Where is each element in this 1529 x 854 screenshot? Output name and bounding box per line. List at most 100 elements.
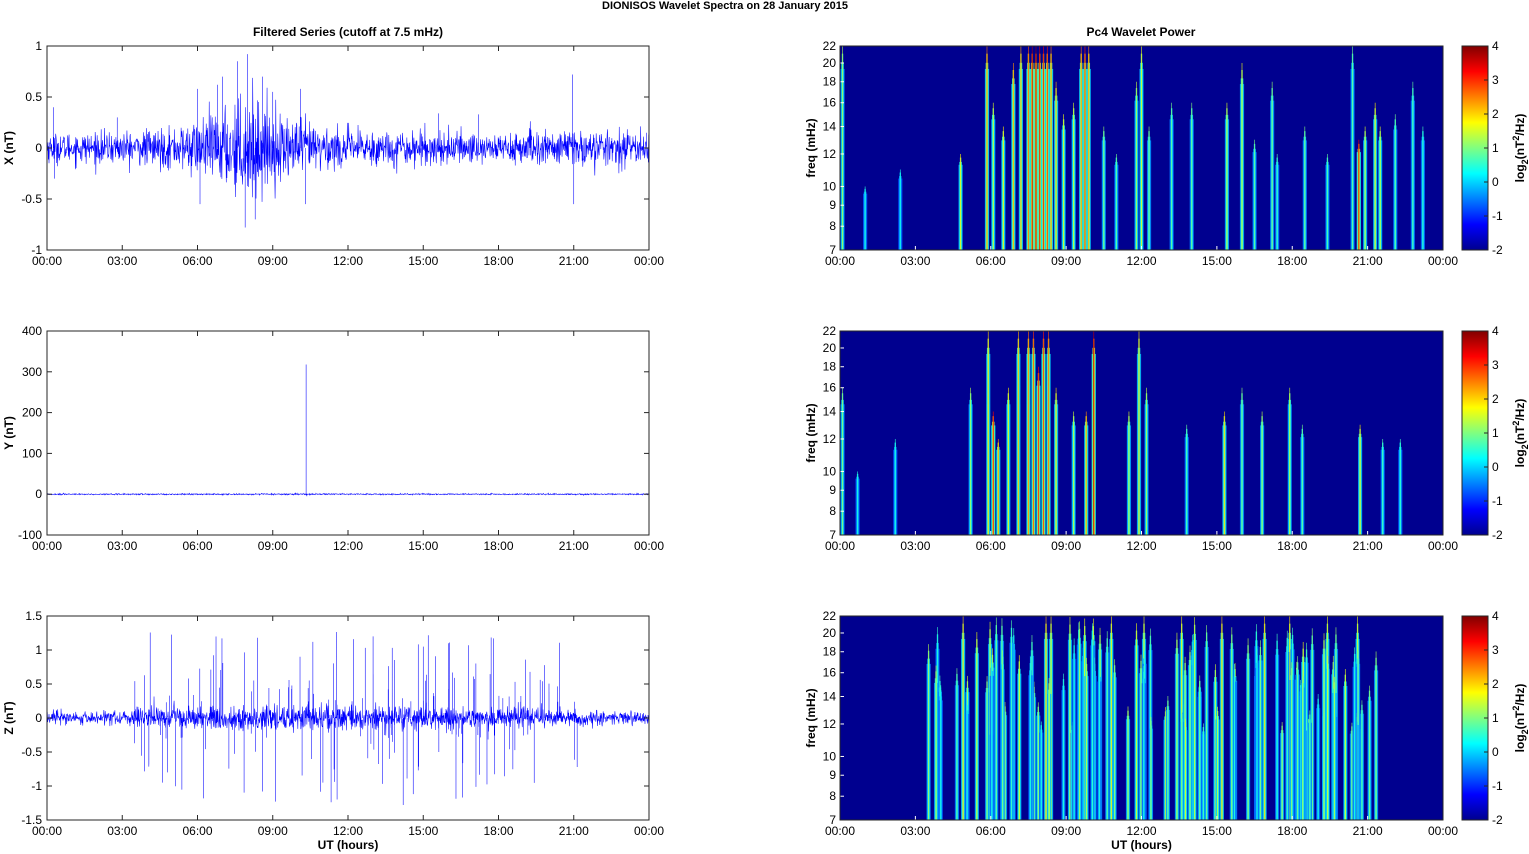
power-burst bbox=[1352, 46, 1353, 250]
power-burst bbox=[1004, 701, 1006, 820]
y-tick-label: 0 bbox=[35, 711, 42, 725]
power-burst bbox=[1148, 126, 1150, 250]
x-tick-label: 15:00 bbox=[1202, 539, 1232, 553]
power-burst bbox=[1167, 695, 1169, 820]
colorbar-label: log2(nT2/Hz) bbox=[1511, 684, 1529, 753]
y-tick-label: 400 bbox=[22, 324, 42, 338]
power-burst bbox=[1191, 102, 1193, 251]
x-tick-label: 12:00 bbox=[333, 539, 363, 553]
power-burst bbox=[1114, 659, 1115, 820]
power-burst bbox=[966, 700, 968, 820]
colorbar-tick-label: 2 bbox=[1492, 677, 1499, 691]
y-tick-label: 8 bbox=[829, 219, 836, 233]
series-line bbox=[46, 364, 650, 497]
power-burst bbox=[1254, 139, 1255, 250]
colorbar-tick-label: 0 bbox=[1492, 745, 1499, 759]
power-burst bbox=[1035, 46, 1037, 250]
power-burst bbox=[1046, 46, 1048, 250]
x-tick-label: 09:00 bbox=[258, 824, 288, 838]
x-tick-label: 09:00 bbox=[1051, 539, 1081, 553]
power-burst bbox=[992, 411, 994, 535]
x-tick-label: 09:00 bbox=[258, 254, 288, 268]
power-burst bbox=[987, 331, 989, 535]
power-burst bbox=[1221, 616, 1223, 820]
power-burst bbox=[1354, 647, 1355, 820]
y-tick-label: -1 bbox=[31, 243, 42, 257]
y-tick-label: 20 bbox=[823, 626, 837, 640]
power-burst bbox=[986, 676, 988, 820]
power-burst bbox=[1043, 46, 1044, 250]
power-burst bbox=[1127, 706, 1129, 820]
x-tick-label: 06:00 bbox=[976, 824, 1006, 838]
y-tick-label: 16 bbox=[823, 96, 837, 110]
power-burst bbox=[1260, 640, 1261, 820]
power-burst bbox=[1165, 707, 1166, 820]
power-burst bbox=[1099, 663, 1100, 820]
power-burst bbox=[1327, 153, 1328, 250]
power-burst bbox=[1382, 438, 1384, 535]
power-burst bbox=[1103, 126, 1105, 250]
y-tick-label: 100 bbox=[22, 446, 42, 460]
power-burst bbox=[1048, 677, 1050, 820]
power-burst bbox=[1055, 81, 1057, 250]
colorbar-label-part: /Hz) bbox=[1513, 114, 1527, 136]
x-tick-label: 18:00 bbox=[483, 539, 513, 553]
power-burst bbox=[1181, 709, 1183, 820]
colorbar-label-part: log bbox=[1513, 449, 1527, 467]
colorbar-label-part: /Hz) bbox=[1513, 399, 1527, 421]
colorbar-label-part: 2 bbox=[1511, 136, 1521, 141]
y-tick-label: 18 bbox=[823, 645, 837, 659]
power-burst bbox=[1028, 331, 1029, 535]
colorbar-label-part: log bbox=[1513, 734, 1527, 752]
power-burst bbox=[1013, 62, 1014, 250]
x-tick-label: 00:00 bbox=[634, 824, 664, 838]
y-tick-label: 9 bbox=[829, 483, 836, 497]
colorbar-gradient bbox=[1462, 616, 1488, 820]
power-burst bbox=[1379, 126, 1381, 250]
y-tick-label: -1.5 bbox=[21, 813, 42, 827]
y-tick-label: 22 bbox=[823, 324, 837, 338]
power-burst bbox=[1264, 616, 1265, 820]
power-burst bbox=[1038, 366, 1039, 535]
colorbar-label-part: 2 bbox=[1511, 706, 1521, 711]
power-burst bbox=[1185, 718, 1186, 820]
colorbar-label: log2(nT2/Hz) bbox=[1511, 114, 1529, 183]
x-tick-label: 15:00 bbox=[408, 824, 438, 838]
x-tick-label: 12:00 bbox=[1126, 824, 1156, 838]
colorbar-label-part: log bbox=[1513, 164, 1527, 182]
colorbar-tick-label: -2 bbox=[1492, 243, 1503, 257]
x-tick-label: 03:00 bbox=[107, 539, 137, 553]
x-tick-label: 00:00 bbox=[1428, 254, 1458, 268]
power-burst bbox=[1351, 722, 1353, 820]
x-tick-label: 03:00 bbox=[900, 824, 930, 838]
x-tick-label: 18:00 bbox=[483, 824, 513, 838]
x-tick-label: 00:00 bbox=[825, 539, 855, 553]
power-burst bbox=[986, 46, 988, 250]
x-tick-label: 15:00 bbox=[408, 539, 438, 553]
colorbar-tick-label: -1 bbox=[1492, 779, 1503, 793]
power-burst bbox=[1171, 102, 1172, 251]
colorbar-label-part: 2 bbox=[1520, 444, 1529, 449]
y-tick-label: 10 bbox=[823, 464, 837, 478]
colorbar-label-part: (nT bbox=[1513, 425, 1527, 444]
colorbar-label-part: (nT bbox=[1513, 140, 1527, 159]
y-tick-label: 10 bbox=[823, 749, 837, 763]
axis-frame bbox=[46, 45, 650, 251]
power-burst bbox=[1020, 46, 1022, 250]
power-burst bbox=[1323, 633, 1325, 820]
x-tick-label: 00:00 bbox=[634, 539, 664, 553]
series-line bbox=[46, 632, 650, 806]
power-burst bbox=[1194, 617, 1195, 820]
x-axis-title: UT (hours) bbox=[318, 838, 379, 852]
power-burst bbox=[935, 665, 937, 820]
power-burst bbox=[1018, 331, 1019, 535]
power-burst bbox=[1327, 649, 1329, 820]
power-burst bbox=[962, 616, 964, 820]
y-tick-label: 18 bbox=[823, 360, 837, 374]
x-tick-label: 00:00 bbox=[32, 254, 62, 268]
y-tick-label: 8 bbox=[829, 789, 836, 803]
power-burst bbox=[1093, 331, 1095, 535]
